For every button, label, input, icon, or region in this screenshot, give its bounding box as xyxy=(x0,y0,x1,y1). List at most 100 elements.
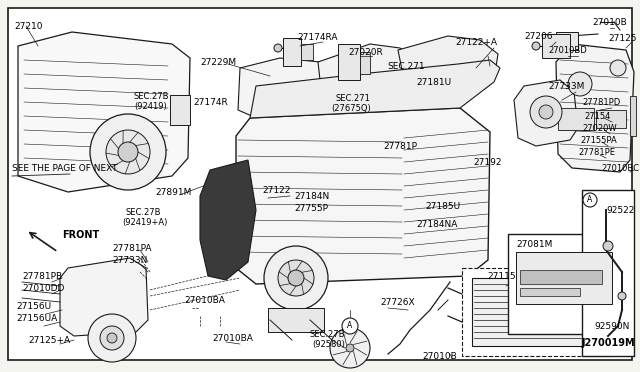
Bar xyxy=(338,44,360,80)
Circle shape xyxy=(278,260,314,296)
Circle shape xyxy=(274,44,282,52)
Bar xyxy=(520,270,602,284)
Text: 27020R: 27020R xyxy=(348,48,383,57)
Circle shape xyxy=(610,60,626,76)
Circle shape xyxy=(330,328,370,368)
Text: 27010B: 27010B xyxy=(422,352,457,361)
Bar xyxy=(170,95,190,125)
Text: 27891M: 27891M xyxy=(155,188,191,197)
Circle shape xyxy=(118,142,138,162)
Bar xyxy=(556,32,578,50)
Circle shape xyxy=(90,114,166,190)
Circle shape xyxy=(532,42,540,50)
Polygon shape xyxy=(514,80,578,146)
Text: 27184N: 27184N xyxy=(294,192,329,201)
Text: 27229M: 27229M xyxy=(200,58,236,67)
Text: 27081M: 27081M xyxy=(516,240,552,249)
Text: 27010BA: 27010BA xyxy=(212,334,253,343)
Circle shape xyxy=(288,270,304,286)
Text: (27675Q): (27675Q) xyxy=(331,104,371,113)
Text: 27181U: 27181U xyxy=(416,78,451,87)
Text: 27184NA: 27184NA xyxy=(416,220,458,229)
Bar xyxy=(630,96,636,136)
Text: 27010BD: 27010BD xyxy=(548,46,587,55)
Text: 27154: 27154 xyxy=(584,112,611,121)
Text: SEC.271: SEC.271 xyxy=(387,62,424,71)
Polygon shape xyxy=(318,44,420,94)
Text: 27733M: 27733M xyxy=(548,82,584,91)
Polygon shape xyxy=(398,36,498,86)
Text: 27174RA: 27174RA xyxy=(297,33,337,42)
Circle shape xyxy=(346,344,354,352)
Bar xyxy=(301,44,313,60)
Text: 27122+A: 27122+A xyxy=(455,38,497,47)
Text: 27733N: 27733N xyxy=(112,256,147,265)
Text: 27010B: 27010B xyxy=(592,18,627,27)
Bar xyxy=(268,308,324,332)
Text: 27192: 27192 xyxy=(473,158,502,167)
Circle shape xyxy=(603,241,613,251)
Text: 27122: 27122 xyxy=(262,186,291,195)
Text: SEC.27B: SEC.27B xyxy=(126,208,161,217)
Text: (92419): (92419) xyxy=(134,102,167,111)
Text: 27125+A: 27125+A xyxy=(28,336,70,345)
Text: 27010DD: 27010DD xyxy=(22,284,65,293)
Text: 27125: 27125 xyxy=(608,34,637,43)
Text: SEC.27B: SEC.27B xyxy=(310,330,346,339)
Bar xyxy=(558,108,594,130)
Circle shape xyxy=(88,314,136,362)
Bar xyxy=(520,288,580,296)
Text: 27174R: 27174R xyxy=(193,98,228,107)
Text: 27185U: 27185U xyxy=(425,202,460,211)
Circle shape xyxy=(100,326,124,350)
Circle shape xyxy=(106,130,150,174)
Text: 27726X: 27726X xyxy=(380,298,415,307)
Text: 27156UA: 27156UA xyxy=(16,314,57,323)
Text: 27781PB: 27781PB xyxy=(22,272,62,281)
Polygon shape xyxy=(200,160,256,280)
Text: SEE THE PAGE OF NEXT: SEE THE PAGE OF NEXT xyxy=(12,164,118,173)
Text: (92580): (92580) xyxy=(312,340,345,349)
Text: SEC.27B: SEC.27B xyxy=(134,92,170,101)
Bar xyxy=(516,252,612,304)
Polygon shape xyxy=(60,258,148,336)
Text: FRONT: FRONT xyxy=(62,230,99,240)
Polygon shape xyxy=(236,108,490,284)
Text: J270019M: J270019M xyxy=(582,338,636,348)
Circle shape xyxy=(583,193,597,207)
Text: 27781PA: 27781PA xyxy=(112,244,152,253)
Bar xyxy=(283,38,301,66)
Polygon shape xyxy=(250,60,500,118)
Text: 27781P: 27781P xyxy=(383,142,417,151)
Circle shape xyxy=(539,105,553,119)
Text: SEC.271: SEC.271 xyxy=(335,94,370,103)
Bar xyxy=(596,110,626,128)
Circle shape xyxy=(107,333,117,343)
Text: 27210: 27210 xyxy=(14,22,42,31)
Text: 27755P: 27755P xyxy=(294,204,328,213)
Circle shape xyxy=(618,292,626,300)
Text: A: A xyxy=(348,321,353,330)
Polygon shape xyxy=(238,58,340,128)
Bar xyxy=(472,278,600,346)
Circle shape xyxy=(264,246,328,310)
Polygon shape xyxy=(556,44,634,172)
Text: 92522: 92522 xyxy=(606,206,634,215)
Bar xyxy=(462,268,610,356)
Text: 27020W: 27020W xyxy=(582,124,616,133)
Text: 27781PE: 27781PE xyxy=(578,148,615,157)
Polygon shape xyxy=(18,32,190,192)
Text: 27156U: 27156U xyxy=(16,302,51,311)
Text: 27010BC: 27010BC xyxy=(601,164,639,173)
Bar xyxy=(582,190,634,356)
Text: 27115: 27115 xyxy=(487,272,516,281)
Text: 27206: 27206 xyxy=(524,32,552,41)
Bar xyxy=(542,34,570,58)
Text: 92590N: 92590N xyxy=(594,322,629,331)
Circle shape xyxy=(342,318,358,334)
Text: 27781PD: 27781PD xyxy=(582,98,620,107)
Text: A: A xyxy=(588,196,593,205)
Text: 27010BA: 27010BA xyxy=(184,296,225,305)
Text: 27155PA: 27155PA xyxy=(580,136,617,145)
Circle shape xyxy=(530,96,562,128)
